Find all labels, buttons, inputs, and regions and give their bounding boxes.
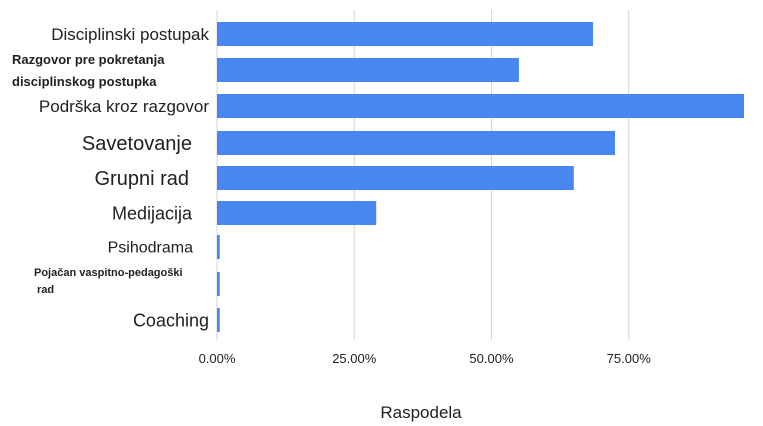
bar-8 xyxy=(217,308,220,332)
bar-0 xyxy=(217,22,594,46)
x-tick-label-3: 75.00% xyxy=(607,351,652,366)
category-labels: Disciplinski postupak Razgovor pre pokret… xyxy=(12,25,209,330)
category-label-6: Psihodrama xyxy=(108,240,193,257)
x-axis-label: Raspodela xyxy=(380,403,462,422)
bar-6 xyxy=(217,235,220,259)
x-tick-label-2: 50.00% xyxy=(469,351,514,366)
bars xyxy=(217,22,744,332)
bar-4 xyxy=(217,166,574,190)
x-tick-label-1: 25.00% xyxy=(332,351,377,366)
bar-7 xyxy=(217,272,220,296)
category-label-7: Pojačan vaspitno-pedagoški rad xyxy=(34,267,183,296)
category-label-8: Coaching xyxy=(133,310,209,330)
x-tick-labels: 0.00% 25.00% 50.00% 75.00% xyxy=(199,351,652,366)
category-label-3: Savetovanje xyxy=(82,133,192,155)
category-label-7-line-0: Pojačan vaspitno-pedagoški xyxy=(34,267,183,279)
category-label-7-line-1: rad xyxy=(37,284,54,296)
x-tick-label-0: 0.00% xyxy=(199,351,236,366)
category-label-0: Disciplinski postupak xyxy=(51,25,209,44)
bar-1 xyxy=(217,58,519,82)
category-label-5: Medijacija xyxy=(112,203,193,223)
category-label-1-line-1: disciplinskog postupka xyxy=(12,74,157,89)
bar-3 xyxy=(217,131,615,155)
category-label-1: Razgovor pre pokretanja disciplinskog pos… xyxy=(12,52,165,89)
bar-2 xyxy=(217,94,744,118)
bar-5 xyxy=(217,201,377,225)
category-label-1-line-0: Razgovor pre pokretanja xyxy=(12,52,165,67)
category-label-2: Podrška kroz razgovor xyxy=(39,97,209,116)
category-label-4: Grupni rad xyxy=(95,168,190,190)
